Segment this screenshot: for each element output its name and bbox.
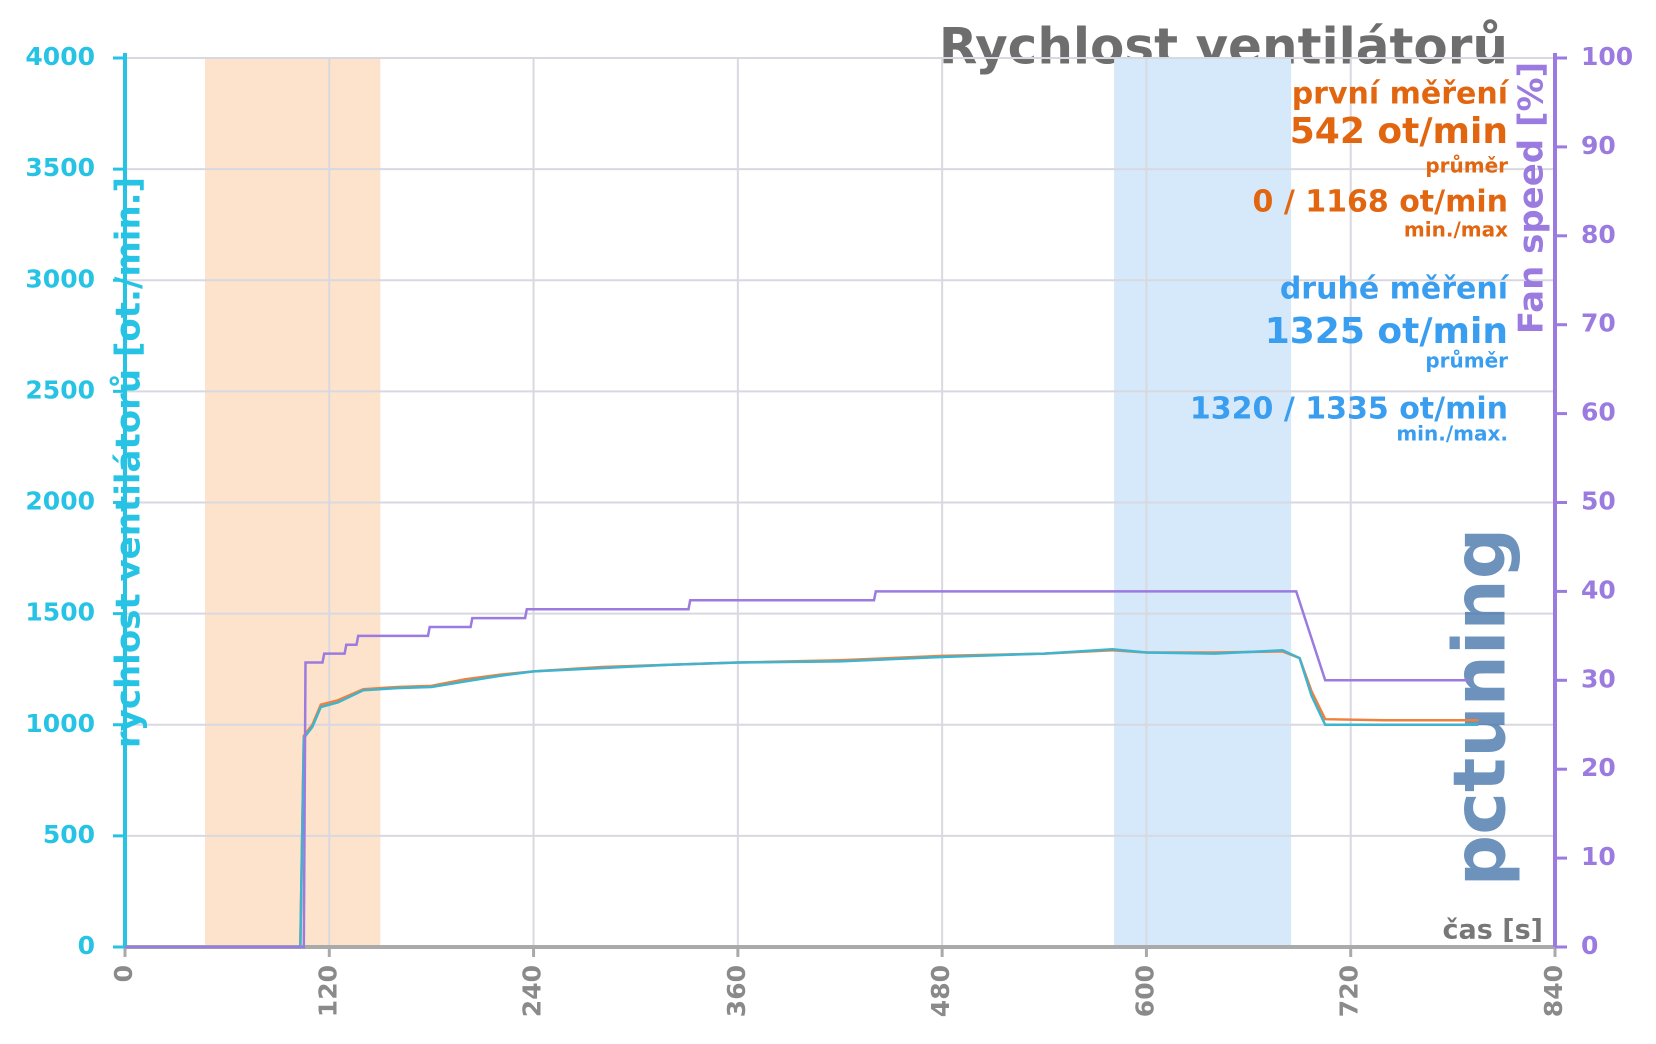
x-tick-label: 720 — [1335, 965, 1364, 1017]
x-tick-label: 840 — [1539, 965, 1568, 1017]
x-tick-label: 240 — [518, 965, 547, 1017]
series-line — [125, 590, 1470, 949]
annotation: 0 / 1168 ot/min — [1253, 185, 1508, 220]
y2-tick-label: 20 — [1581, 753, 1616, 782]
y2-tick-label: 100 — [1581, 42, 1633, 71]
annotation: 1320 / 1335 ot/min — [1190, 392, 1508, 427]
y-tick-label: 3500 — [25, 153, 95, 182]
y-axis-label: rychlost ventilátorů [ot./min.] — [109, 177, 149, 748]
x-tick-label: 480 — [926, 965, 955, 1017]
annotation: 542 ot/min — [1290, 111, 1508, 152]
y-tick-label: 500 — [43, 820, 95, 849]
y2-tick-label: 70 — [1581, 309, 1616, 338]
y2-tick-label: 50 — [1581, 487, 1616, 516]
annotation: průměr — [1425, 349, 1508, 373]
y2-tick-label: 60 — [1581, 398, 1616, 427]
watermark: pctuning — [1438, 528, 1522, 887]
x-tick-label: 360 — [722, 965, 751, 1017]
y-tick-label: 2000 — [25, 487, 95, 516]
y2-tick-label: 30 — [1581, 664, 1616, 693]
y2-tick-label: 10 — [1581, 842, 1616, 871]
y-tick-label: 1500 — [25, 598, 95, 627]
annotation: druhé měření — [1280, 272, 1510, 307]
y2-tick-label: 0 — [1581, 931, 1598, 960]
series-line — [125, 647, 1479, 949]
y-tick-label: 0 — [78, 931, 95, 960]
y2-tick-label: 90 — [1581, 131, 1616, 160]
y2-tick-label: 40 — [1581, 575, 1616, 604]
annotation: první měření — [1292, 77, 1510, 112]
x-tick-label: 120 — [313, 965, 342, 1017]
annotation: průměr — [1425, 154, 1508, 178]
x-tick-label: 0 — [109, 965, 138, 982]
y2-tick-label: 80 — [1581, 220, 1616, 249]
y-tick-label: 1000 — [25, 709, 95, 738]
x-axis-label: čas [s] — [1443, 915, 1543, 946]
y-tick-label: 2500 — [25, 375, 95, 404]
x-tick-label: 600 — [1130, 965, 1159, 1017]
annotation: min./max. — [1396, 422, 1508, 446]
annotation: 1325 ot/min — [1265, 311, 1508, 352]
y2-axis-label: Fan speed [%] — [1512, 62, 1552, 334]
annotation: min./max — [1404, 218, 1508, 242]
y-tick-label: 4000 — [25, 42, 95, 71]
y-tick-label: 3000 — [25, 264, 95, 293]
